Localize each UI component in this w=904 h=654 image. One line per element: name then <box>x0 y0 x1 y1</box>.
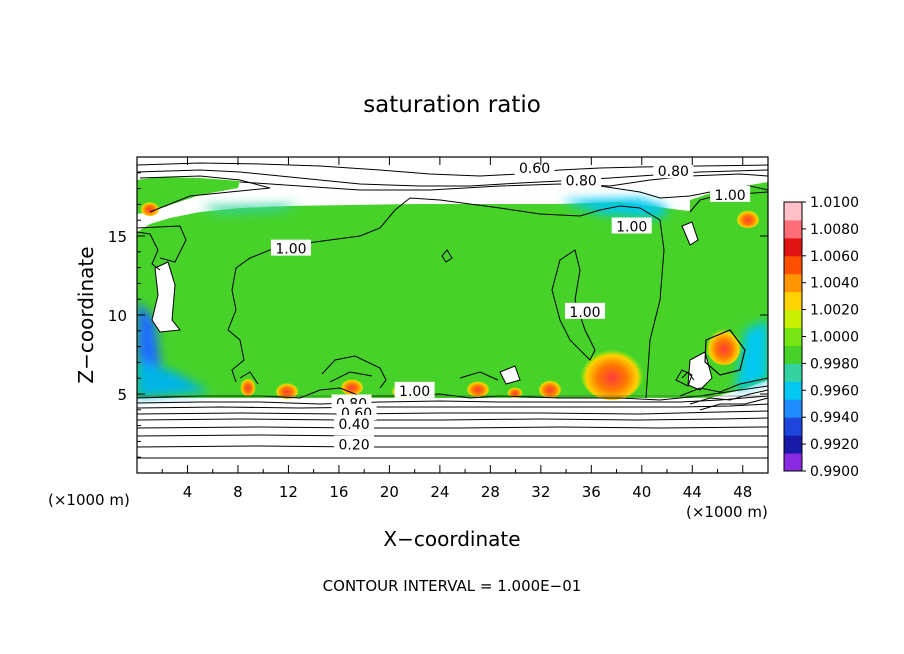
colorbar-segment <box>784 273 802 293</box>
colorbar-segment <box>784 291 802 311</box>
contour-label: 1.00 <box>616 220 647 236</box>
contour-interval-note: CONTOUR INTERVAL = 1.000E−01 <box>323 577 582 595</box>
colorbar-segment <box>784 219 802 239</box>
colorbar-label: 0.9940 <box>810 410 859 426</box>
x-tick-label: 8 <box>233 483 243 501</box>
x-tick-label: 12 <box>279 483 298 501</box>
contour-label: 0.80 <box>658 164 689 180</box>
contour-label-bg <box>653 162 694 179</box>
x-tick-label: 16 <box>329 483 348 501</box>
x-tick-label: 4 <box>183 483 193 501</box>
contour-label-bg <box>514 159 555 176</box>
contour-label-bg <box>334 415 375 432</box>
contour-label: 1.00 <box>399 384 430 400</box>
colorbar-label: 1.0060 <box>810 249 859 265</box>
x-axis-unit-left: (×1000 m) <box>48 491 130 509</box>
contour-label: 0.20 <box>338 438 369 454</box>
colorbar-segment <box>784 309 802 329</box>
y-tick-labels: 5 10 15 <box>108 228 127 404</box>
colorbar-label: 1.0040 <box>810 276 859 292</box>
x-tick-label: 28 <box>481 483 500 501</box>
colorbar-segment <box>784 399 802 418</box>
x-axis-title: X−coordinate <box>383 527 520 551</box>
colorbar-label: 0.9980 <box>810 356 859 372</box>
colorbar-label: 0.9920 <box>810 437 859 453</box>
green-field <box>137 202 768 398</box>
contour-label-bg <box>710 185 751 202</box>
contour-label: 1.00 <box>715 188 746 204</box>
colorbar-segment <box>784 435 802 454</box>
y-tick-label: 15 <box>108 228 127 246</box>
chart-title: saturation ratio <box>363 92 541 118</box>
colorbar-label: 1.0100 <box>810 195 859 211</box>
y-axis-title: Z−coordinate <box>74 246 98 383</box>
contour-label: 0.60 <box>519 161 550 177</box>
contour-label: 0.40 <box>338 417 369 433</box>
contour-label: 0.80 <box>566 174 597 190</box>
colorbar-labels: 1.0100 1.0080 1.0060 1.0040 1.0020 1.0000 0.99… <box>810 195 859 480</box>
colorbar <box>783 201 806 472</box>
contour-label: 1.00 <box>569 305 600 321</box>
plot-area <box>137 157 768 473</box>
contour-label-bg <box>394 381 435 398</box>
colorbar-segment <box>784 255 802 275</box>
contour-lines <box>137 162 768 459</box>
colorbar-label: 1.0020 <box>810 303 859 319</box>
y-tick-label: 5 <box>117 386 127 404</box>
contour-label-bg <box>561 171 602 188</box>
blue-margins <box>137 198 768 398</box>
contour-label-bg <box>565 302 606 319</box>
y-tick-label: 10 <box>108 307 127 325</box>
x-tick-label: 40 <box>632 483 651 501</box>
colorbar-segment <box>784 327 802 346</box>
x-tick-label: 32 <box>531 483 550 501</box>
colorbar-label: 0.9900 <box>810 464 859 480</box>
colorbar-label: 1.0000 <box>810 330 859 346</box>
colorbar-segment <box>784 381 802 400</box>
x-tick-labels: 4 8 12 16 20 24 28 32 36 40 44 48 <box>183 483 753 501</box>
x-tick-label: 24 <box>430 483 449 501</box>
warm-patches <box>140 200 760 400</box>
x-tick-label: 36 <box>582 483 601 501</box>
colorbar-segment <box>784 345 802 364</box>
contour-label-bg <box>611 217 652 234</box>
contour-label-bg <box>270 239 311 256</box>
colorbar-segment <box>784 363 802 382</box>
x-tick-label: 20 <box>380 483 399 501</box>
colorbar-label: 1.0080 <box>810 222 859 238</box>
axis-ticks <box>137 157 768 473</box>
colorbar-segment <box>784 417 802 436</box>
colorbar-segment <box>784 453 802 472</box>
x-tick-label: 44 <box>683 483 702 501</box>
colorbar-segment <box>784 237 802 257</box>
colorbar-segment <box>784 202 802 221</box>
colorbar-label: 0.9960 <box>810 383 859 399</box>
x-tick-label: 48 <box>733 483 752 501</box>
contour-label-bg <box>334 435 375 452</box>
contour-label-group: 0.600.800.801.001.001.001.001.000.800.60… <box>270 159 751 454</box>
contour-label: 1.00 <box>275 242 306 258</box>
x-axis-unit-right: (×1000 m) <box>686 503 768 521</box>
